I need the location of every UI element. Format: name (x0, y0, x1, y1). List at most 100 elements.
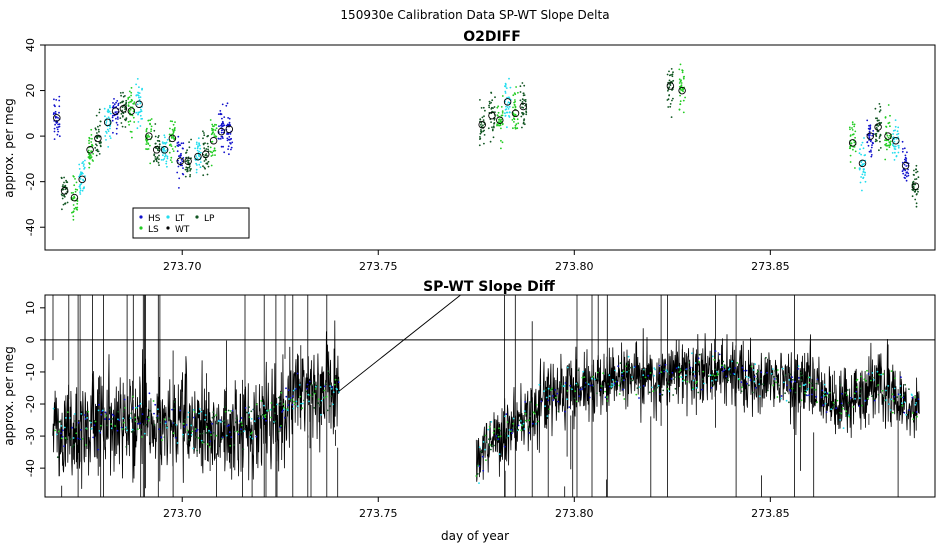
data-point (524, 99, 527, 101)
calibration-point (221, 436, 224, 439)
data-point (670, 116, 673, 118)
data-point (508, 116, 511, 118)
calibration-point (184, 418, 187, 421)
calibration-point (504, 432, 507, 435)
calibration-point (478, 465, 481, 468)
calibration-point (52, 407, 55, 410)
data-point (911, 188, 914, 191)
calibration-point (157, 417, 160, 420)
data-point (173, 137, 176, 140)
data-point (522, 106, 525, 109)
data-point (128, 111, 131, 113)
data-point (887, 136, 890, 139)
data-point (480, 123, 482, 126)
data-point (166, 165, 168, 168)
calibration-point (912, 418, 915, 421)
data-point (72, 211, 74, 214)
data-point (914, 178, 916, 181)
calibration-point (587, 383, 590, 386)
calibration-point (185, 424, 188, 426)
calibration-point (712, 384, 715, 386)
calibration-point (545, 396, 548, 399)
data-point (54, 123, 56, 126)
data-point (179, 144, 182, 147)
calibration-point (656, 386, 658, 389)
calibration-point (527, 426, 530, 428)
calibration-point (775, 378, 778, 380)
data-point (221, 129, 224, 131)
calibration-point (773, 376, 775, 378)
data-point (221, 122, 223, 125)
calibration-point (654, 368, 656, 371)
calibration-point (784, 392, 786, 395)
data-point (204, 142, 206, 145)
data-point (73, 184, 76, 187)
calibration-point (600, 385, 603, 387)
data-point (184, 175, 187, 178)
calibration-point (571, 388, 573, 391)
calibration-point (323, 389, 326, 392)
data-point (203, 147, 206, 150)
calibration-point (506, 437, 508, 439)
data-point (500, 139, 502, 142)
calibration-point (213, 432, 215, 434)
data-point (83, 163, 85, 166)
data-point (72, 204, 75, 206)
data-point (132, 102, 135, 105)
slope-diff-title: SP-WT Slope Diff (423, 279, 555, 295)
data-point (886, 134, 889, 137)
data-point (220, 145, 223, 148)
data-point (887, 122, 890, 125)
data-point (505, 105, 507, 108)
calibration-point (313, 392, 316, 395)
data-point (103, 107, 106, 110)
data-point (73, 196, 76, 199)
data-point (83, 166, 86, 169)
calibration-point (766, 371, 768, 374)
calibration-point (823, 383, 826, 386)
calibration-point (106, 424, 108, 427)
x-axis-label: day of year (441, 529, 509, 543)
calibration-point (287, 389, 290, 392)
calibration-point (208, 445, 211, 448)
data-point (115, 101, 117, 104)
data-point (128, 96, 131, 98)
calibration-point (902, 396, 905, 399)
data-point (63, 176, 65, 179)
calibration-point (652, 390, 655, 393)
x-tick-label: 273.70 (163, 260, 202, 273)
calibration-point (182, 435, 185, 438)
data-point (678, 82, 681, 84)
data-point (679, 100, 682, 103)
data-point (115, 127, 118, 130)
data-point (116, 111, 118, 113)
data-point (207, 145, 210, 148)
calibration-point (740, 381, 743, 384)
calibration-point (287, 404, 290, 406)
data-point (870, 149, 872, 152)
calibration-point (635, 393, 638, 396)
calibration-point (620, 377, 623, 379)
calibration-point (512, 422, 515, 425)
calibration-point (261, 413, 264, 416)
calibration-point (243, 430, 245, 433)
calibration-point (219, 419, 222, 421)
calibration-point (745, 375, 748, 378)
data-point (130, 91, 133, 94)
calibration-point (877, 384, 880, 386)
calibration-point (292, 407, 295, 410)
data-point (105, 120, 108, 122)
calibration-point (623, 379, 625, 382)
data-point (494, 111, 496, 114)
data-point (195, 168, 198, 171)
calibration-point (855, 390, 858, 393)
data-point (500, 127, 502, 130)
data-point (864, 174, 866, 176)
group-mean (225, 125, 234, 134)
calibration-point (741, 386, 743, 389)
data-point (480, 131, 483, 134)
data-point (885, 125, 887, 128)
group-mean (201, 150, 210, 159)
data-point (680, 82, 683, 84)
data-point (878, 137, 881, 139)
